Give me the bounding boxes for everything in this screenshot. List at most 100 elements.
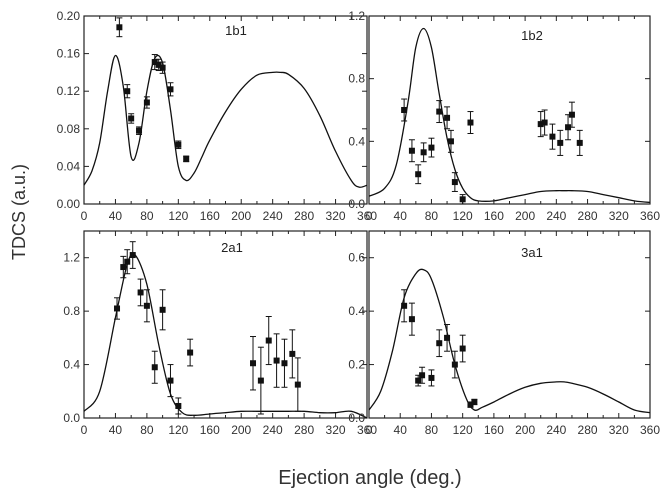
data-point (471, 398, 478, 405)
x-tick-label: 80 (140, 209, 154, 223)
theory-curve (83, 252, 368, 419)
y-tick-label: 0.08 (57, 122, 81, 136)
data-point (250, 360, 257, 367)
x-tick-label: 0 (366, 423, 373, 437)
y-tick-label: 0.00 (57, 197, 81, 211)
plot-frame (368, 15, 651, 205)
y-tick-label: 0.8 (348, 72, 365, 86)
y-tick-label: 0.6 (348, 251, 365, 265)
data-point (467, 119, 474, 126)
data-point (415, 377, 422, 384)
x-tick-label: 40 (109, 209, 123, 223)
x-tick-label: 160 (484, 423, 504, 437)
x-tick-label: 120 (168, 423, 188, 437)
data-point (436, 340, 443, 347)
y-tick-label: 0.4 (348, 304, 365, 318)
data-point (114, 305, 121, 312)
data-point (415, 171, 422, 178)
data-point (151, 59, 158, 66)
x-tick-label: 40 (394, 209, 408, 223)
data-point (143, 99, 150, 106)
data-point (419, 372, 426, 379)
data-point (557, 139, 564, 146)
data-point (549, 133, 556, 140)
x-tick-label: 40 (394, 423, 408, 437)
data-point (265, 337, 272, 344)
y-tick-label: 0.0 (63, 411, 80, 425)
data-point (541, 119, 548, 126)
data-point (175, 141, 182, 148)
y-axis-title: TDCS (a.u.) (9, 164, 29, 260)
x-tick-label: 240 (546, 209, 566, 223)
theory-curve (83, 54, 368, 188)
x-tick-label: 360 (357, 423, 377, 437)
data-point (537, 121, 544, 128)
data-point (459, 345, 466, 352)
panel-label: 3a1 (521, 245, 543, 260)
x-tick-label: 0 (366, 209, 373, 223)
x-axis-title: Ejection angle (deg.) (278, 467, 461, 489)
x-tick-label: 320 (326, 423, 346, 437)
x-tick-label: 280 (294, 423, 314, 437)
x-tick-label: 120 (453, 209, 473, 223)
x-tick-label: 120 (453, 423, 473, 437)
theory-curve (368, 27, 651, 204)
y-tick-label: 0.12 (57, 84, 81, 98)
data-point (136, 127, 143, 134)
data-point (151, 364, 158, 371)
x-tick-label: 0 (81, 209, 88, 223)
x-tick-label: 360 (640, 209, 660, 223)
data-point (137, 289, 144, 296)
y-tick-label: 1.2 (63, 251, 80, 265)
chart-panel-1b1: 0 40 80 120 160 200 240 280 320 3600.000.040.080.… (57, 9, 378, 223)
y-tick-label: 0.04 (57, 159, 81, 173)
data-point (467, 401, 474, 408)
x-tick-label: 360 (357, 209, 377, 223)
panel-label: 2a1 (221, 240, 243, 255)
y-tick-label: 0.0 (348, 197, 365, 211)
data-point (187, 349, 194, 356)
data-point (576, 139, 583, 146)
y-tick-label: 0.4 (63, 358, 80, 372)
data-point (565, 124, 572, 131)
x-tick-label: 320 (609, 209, 629, 223)
data-point (436, 108, 443, 115)
chart-panel-2a1: 0 40 80 120 160 200 240 280 320 3600.00.40.81.22a… (63, 230, 377, 437)
data-point (408, 316, 415, 323)
data-point (428, 374, 435, 381)
y-tick-label: 0.4 (348, 134, 365, 148)
x-tick-label: 80 (140, 423, 154, 437)
data-point (120, 264, 127, 271)
data-point (459, 196, 466, 203)
y-tick-label: 0.0 (348, 411, 365, 425)
data-point (155, 61, 162, 68)
data-point (289, 350, 296, 357)
panel-label: 1b1 (225, 23, 247, 38)
data-point (175, 402, 182, 409)
data-point (294, 381, 301, 388)
data-point (568, 111, 575, 118)
data-point (273, 357, 280, 364)
x-tick-label: 40 (109, 423, 123, 437)
x-tick-label: 160 (484, 209, 504, 223)
data-point (451, 361, 458, 368)
x-tick-label: 80 (425, 423, 439, 437)
x-tick-label: 280 (578, 209, 598, 223)
x-tick-label: 160 (200, 209, 220, 223)
data-point (281, 360, 288, 367)
data-point (444, 114, 451, 121)
data-point (447, 138, 454, 145)
x-tick-label: 240 (263, 423, 283, 437)
x-tick-label: 160 (200, 423, 220, 437)
x-tick-label: 120 (168, 209, 188, 223)
x-tick-label: 240 (546, 423, 566, 437)
data-point (401, 302, 408, 309)
y-tick-label: 0.2 (348, 358, 365, 372)
data-point (124, 88, 131, 95)
x-tick-label: 320 (326, 209, 346, 223)
data-point (444, 334, 451, 341)
x-tick-label: 200 (515, 209, 535, 223)
data-point (116, 24, 123, 31)
y-tick-label: 0.16 (57, 47, 81, 61)
